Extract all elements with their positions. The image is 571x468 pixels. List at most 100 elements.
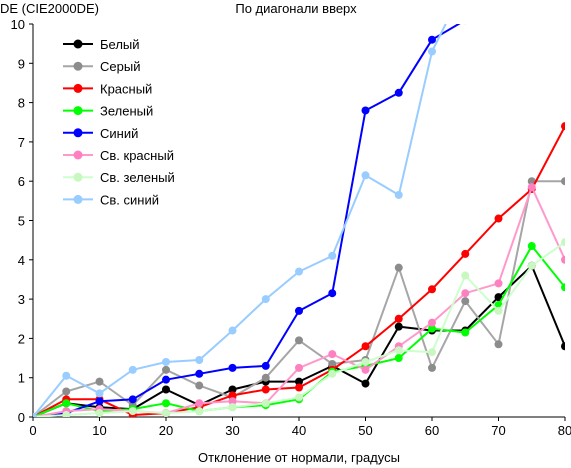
data-point xyxy=(228,397,237,406)
legend: Белый Серый Красный Зеленый Синий Св. красный… xyxy=(63,37,175,207)
x-tick-label: 80 xyxy=(558,423,571,438)
data-point xyxy=(464,24,466,25)
data-point xyxy=(561,122,565,131)
data-point xyxy=(162,385,170,394)
data-point xyxy=(228,391,237,400)
y-axis-title: DE (CIE2000DE) xyxy=(0,1,99,16)
data-point xyxy=(33,413,37,417)
y-tick-label: 9 xyxy=(18,56,25,71)
data-point xyxy=(328,350,337,359)
data-point xyxy=(428,318,436,327)
data-point xyxy=(428,324,436,333)
data-point xyxy=(261,361,270,370)
data-point xyxy=(95,409,104,417)
data-point xyxy=(295,306,303,315)
legend-item: Красный xyxy=(63,81,152,96)
series-5 xyxy=(33,24,466,417)
data-point xyxy=(228,363,237,372)
data-point xyxy=(295,377,303,386)
data-point xyxy=(394,314,403,323)
data-point xyxy=(428,363,436,372)
legend-item: Зеленый xyxy=(63,104,153,119)
data-point xyxy=(295,393,303,402)
data-point xyxy=(461,249,470,258)
y-tick-label: 10 xyxy=(11,17,25,32)
data-point xyxy=(461,328,470,337)
data-point xyxy=(228,326,237,335)
data-point xyxy=(561,283,565,292)
data-point xyxy=(328,359,337,368)
x-tick-label: 70 xyxy=(491,423,505,438)
data-point xyxy=(394,322,403,331)
series-group xyxy=(33,24,565,417)
data-point xyxy=(162,399,170,408)
data-point xyxy=(328,369,337,378)
data-point xyxy=(162,375,170,384)
x-tick-label: 20 xyxy=(159,423,173,438)
legend-swatch-marker xyxy=(73,150,83,160)
data-point xyxy=(295,383,303,392)
data-point xyxy=(361,365,370,374)
data-point xyxy=(261,385,270,394)
data-point xyxy=(295,267,303,276)
data-point xyxy=(461,289,470,298)
data-point xyxy=(261,399,270,408)
data-point xyxy=(527,242,536,251)
axes: 0 1 2 3 4 5 6 7 8 9 10 0 10 20 30 40 50 60 70 80 xyxy=(11,17,571,438)
data-point xyxy=(62,371,71,380)
legend-label: Красный xyxy=(100,81,152,96)
x-tick-label: 30 xyxy=(225,423,239,438)
data-point xyxy=(195,407,204,416)
data-point xyxy=(261,373,270,382)
legend-item: Св. синий xyxy=(63,192,159,207)
data-point xyxy=(128,365,137,374)
y-tick-label: 5 xyxy=(18,214,25,229)
x-tick-label: 10 xyxy=(92,423,106,438)
legend-label: Синий xyxy=(100,126,138,141)
data-point xyxy=(62,387,71,396)
legend-swatch-marker xyxy=(73,172,83,182)
y-tick-label: 2 xyxy=(18,331,25,346)
data-point xyxy=(361,342,370,351)
data-point xyxy=(95,389,104,398)
data-point xyxy=(527,177,536,186)
data-point xyxy=(195,399,204,408)
data-point xyxy=(394,354,403,363)
x-axis-title: Отклонение от нормали, градусы xyxy=(198,450,400,465)
data-point xyxy=(394,88,403,97)
data-point xyxy=(561,255,565,264)
legend-label: Белый xyxy=(100,37,140,52)
legend-label: Зеленый xyxy=(100,104,153,119)
data-point xyxy=(62,411,71,417)
data-point xyxy=(461,297,470,306)
legend-swatch-marker xyxy=(73,106,83,116)
data-point xyxy=(494,340,503,349)
data-point xyxy=(494,306,503,315)
data-point xyxy=(361,106,370,115)
data-point xyxy=(128,407,137,416)
data-point xyxy=(62,399,71,408)
x-tick-label: 60 xyxy=(425,423,439,438)
legend-swatch-marker xyxy=(73,39,83,49)
data-point xyxy=(95,397,104,406)
data-point xyxy=(494,279,503,288)
data-point xyxy=(328,289,337,298)
data-point xyxy=(428,47,436,56)
legend-item: Белый xyxy=(63,37,140,52)
legend-swatch-marker xyxy=(73,83,83,93)
legend-label: Св. синий xyxy=(100,192,159,207)
legend-swatch-marker xyxy=(73,194,83,204)
y-tick-label: 6 xyxy=(18,174,25,189)
data-point xyxy=(428,348,436,357)
series-8 xyxy=(33,24,447,417)
data-point xyxy=(527,183,536,192)
y-tick-label: 8 xyxy=(18,96,25,111)
data-point xyxy=(494,214,503,223)
legend-item: Серый xyxy=(63,59,140,74)
data-point xyxy=(162,365,170,374)
data-point xyxy=(295,336,303,345)
data-point xyxy=(261,295,270,304)
series-line xyxy=(33,24,461,417)
data-point xyxy=(561,177,565,186)
